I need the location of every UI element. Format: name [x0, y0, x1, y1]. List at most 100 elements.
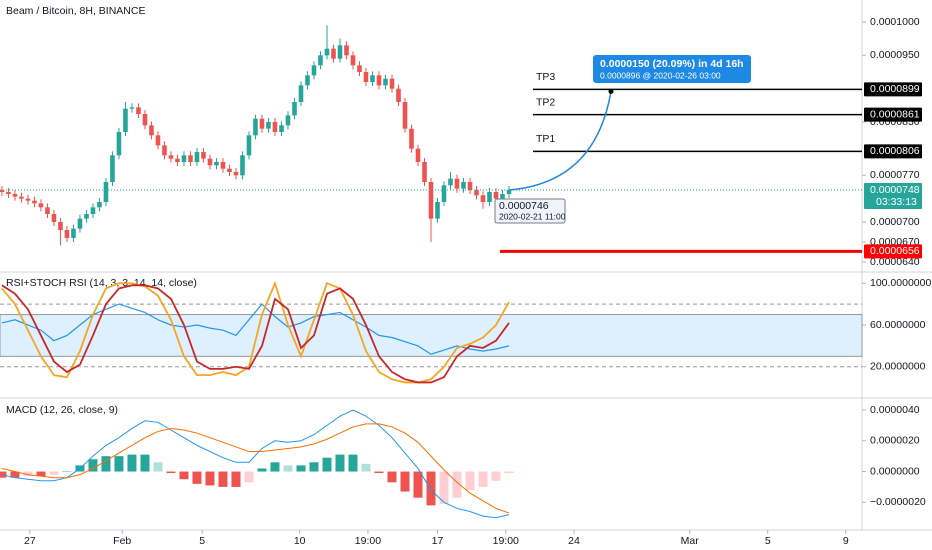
candle-body — [461, 182, 466, 189]
histogram-bar — [439, 471, 449, 504]
indicator-line — [1, 280, 510, 384]
histogram-bar — [296, 465, 306, 472]
x-tick-label: 10 — [294, 535, 306, 547]
chart-title: Beam / Bitcoin, 8H, BINANCE — [6, 5, 145, 17]
tooltip-price: 0.0000746 — [499, 200, 549, 212]
histogram-bar — [23, 471, 33, 477]
x-tick-label: 27 — [24, 535, 36, 547]
candle-body — [32, 200, 37, 204]
x-tick-label: 17 — [432, 535, 444, 547]
candle-body — [77, 218, 83, 229]
candle-body — [376, 75, 382, 86]
candle-body — [25, 198, 31, 201]
candle-body — [110, 155, 115, 182]
histogram-bar — [166, 471, 176, 474]
target-label: 0.0000806 — [870, 145, 920, 157]
stop-box — [864, 244, 922, 259]
candle-body — [487, 192, 492, 202]
histogram-bar — [322, 457, 332, 472]
candle-body — [370, 75, 375, 82]
histogram-bar — [452, 471, 462, 498]
candle-body — [103, 182, 109, 202]
candle-body — [194, 152, 200, 162]
x-tick-label: 19:00 — [355, 535, 381, 547]
candle-body — [155, 135, 161, 146]
histogram-bar — [88, 459, 98, 472]
candle-body — [474, 190, 479, 196]
candle-body — [64, 230, 70, 238]
candle-body — [357, 65, 362, 72]
histogram-bar — [309, 462, 319, 472]
candle-body — [344, 45, 349, 56]
x-tick-label: 24 — [568, 535, 580, 547]
histogram-bar — [361, 463, 371, 472]
target-name: TP3 — [536, 71, 555, 83]
y-tick-label: 0.0000000 — [870, 465, 920, 477]
tooltip-time: 2020-02-21 11:00 — [499, 211, 566, 221]
candle-body — [448, 178, 453, 186]
histogram-bar — [283, 465, 293, 472]
candle-body — [207, 158, 213, 166]
candle-body — [331, 48, 336, 59]
last-price-label: 0.0000748 — [870, 184, 920, 196]
histogram-bar — [153, 462, 163, 472]
candle-body — [181, 155, 187, 162]
x-tick-label: 9 — [843, 535, 849, 547]
candle-body — [142, 114, 148, 126]
y-tick-label: 0.0001000 — [870, 16, 920, 28]
histogram-bar — [62, 471, 72, 473]
y-tick-label: 0.0000040 — [870, 404, 920, 416]
histogram-bar — [387, 471, 397, 483]
candle-body — [467, 182, 473, 190]
histogram-bar — [218, 471, 228, 487]
candle-body — [240, 155, 245, 176]
candle-body — [363, 72, 369, 82]
histogram-bar — [127, 454, 137, 472]
countdown: 03:33:13 — [876, 196, 917, 208]
candle-body — [168, 155, 174, 159]
candle-body — [454, 178, 460, 189]
target-label: 0.0000861 — [870, 108, 920, 120]
candle-body — [136, 107, 141, 114]
x-tick-label: Mar — [681, 535, 700, 547]
histogram-bar — [101, 456, 111, 472]
tooltip-box — [494, 198, 566, 224]
histogram-bar — [231, 471, 241, 487]
candle-body — [116, 132, 122, 156]
candle-body — [214, 162, 219, 166]
y-tick-label: 100.0000000 — [870, 277, 931, 289]
target-box — [864, 107, 922, 122]
candle-body — [305, 75, 310, 86]
histogram-bar — [205, 471, 215, 486]
histogram-bar — [478, 471, 488, 487]
candle-body — [350, 55, 356, 66]
histogram-bar — [140, 454, 150, 472]
projection-curve — [508, 91, 612, 191]
x-tick-label: 5 — [765, 535, 771, 547]
candle-body — [38, 203, 44, 208]
histogram-bar — [114, 456, 124, 472]
candle-body — [500, 194, 505, 199]
stop-label: 0.0000656 — [870, 245, 920, 257]
candle-body — [201, 152, 206, 159]
candle-body — [480, 195, 486, 202]
candle-body — [129, 107, 135, 109]
candle-body — [253, 118, 258, 136]
target-box — [864, 144, 922, 159]
candle-body — [409, 128, 414, 149]
candle-body — [292, 102, 297, 116]
x-tick-label: 19:00 — [493, 535, 519, 547]
histogram-bar — [465, 471, 475, 490]
candle-body — [97, 202, 102, 208]
candle-body — [493, 192, 499, 199]
rsi-title: RSI+STOCH RSI (14, 3, 3, 14, 14, close) — [6, 277, 197, 289]
projection-change: 0.0000150 (20.09%) in 4d 16h — [600, 58, 744, 70]
histogram-bar — [374, 471, 384, 474]
histogram-bar — [49, 471, 59, 475]
candle-body — [123, 108, 128, 132]
y-tick-label: 0.0000700 — [870, 216, 920, 228]
x-tick-label: 5 — [199, 535, 205, 547]
candle-body — [58, 222, 63, 230]
candle-body — [396, 88, 401, 102]
candle-body — [441, 185, 447, 202]
